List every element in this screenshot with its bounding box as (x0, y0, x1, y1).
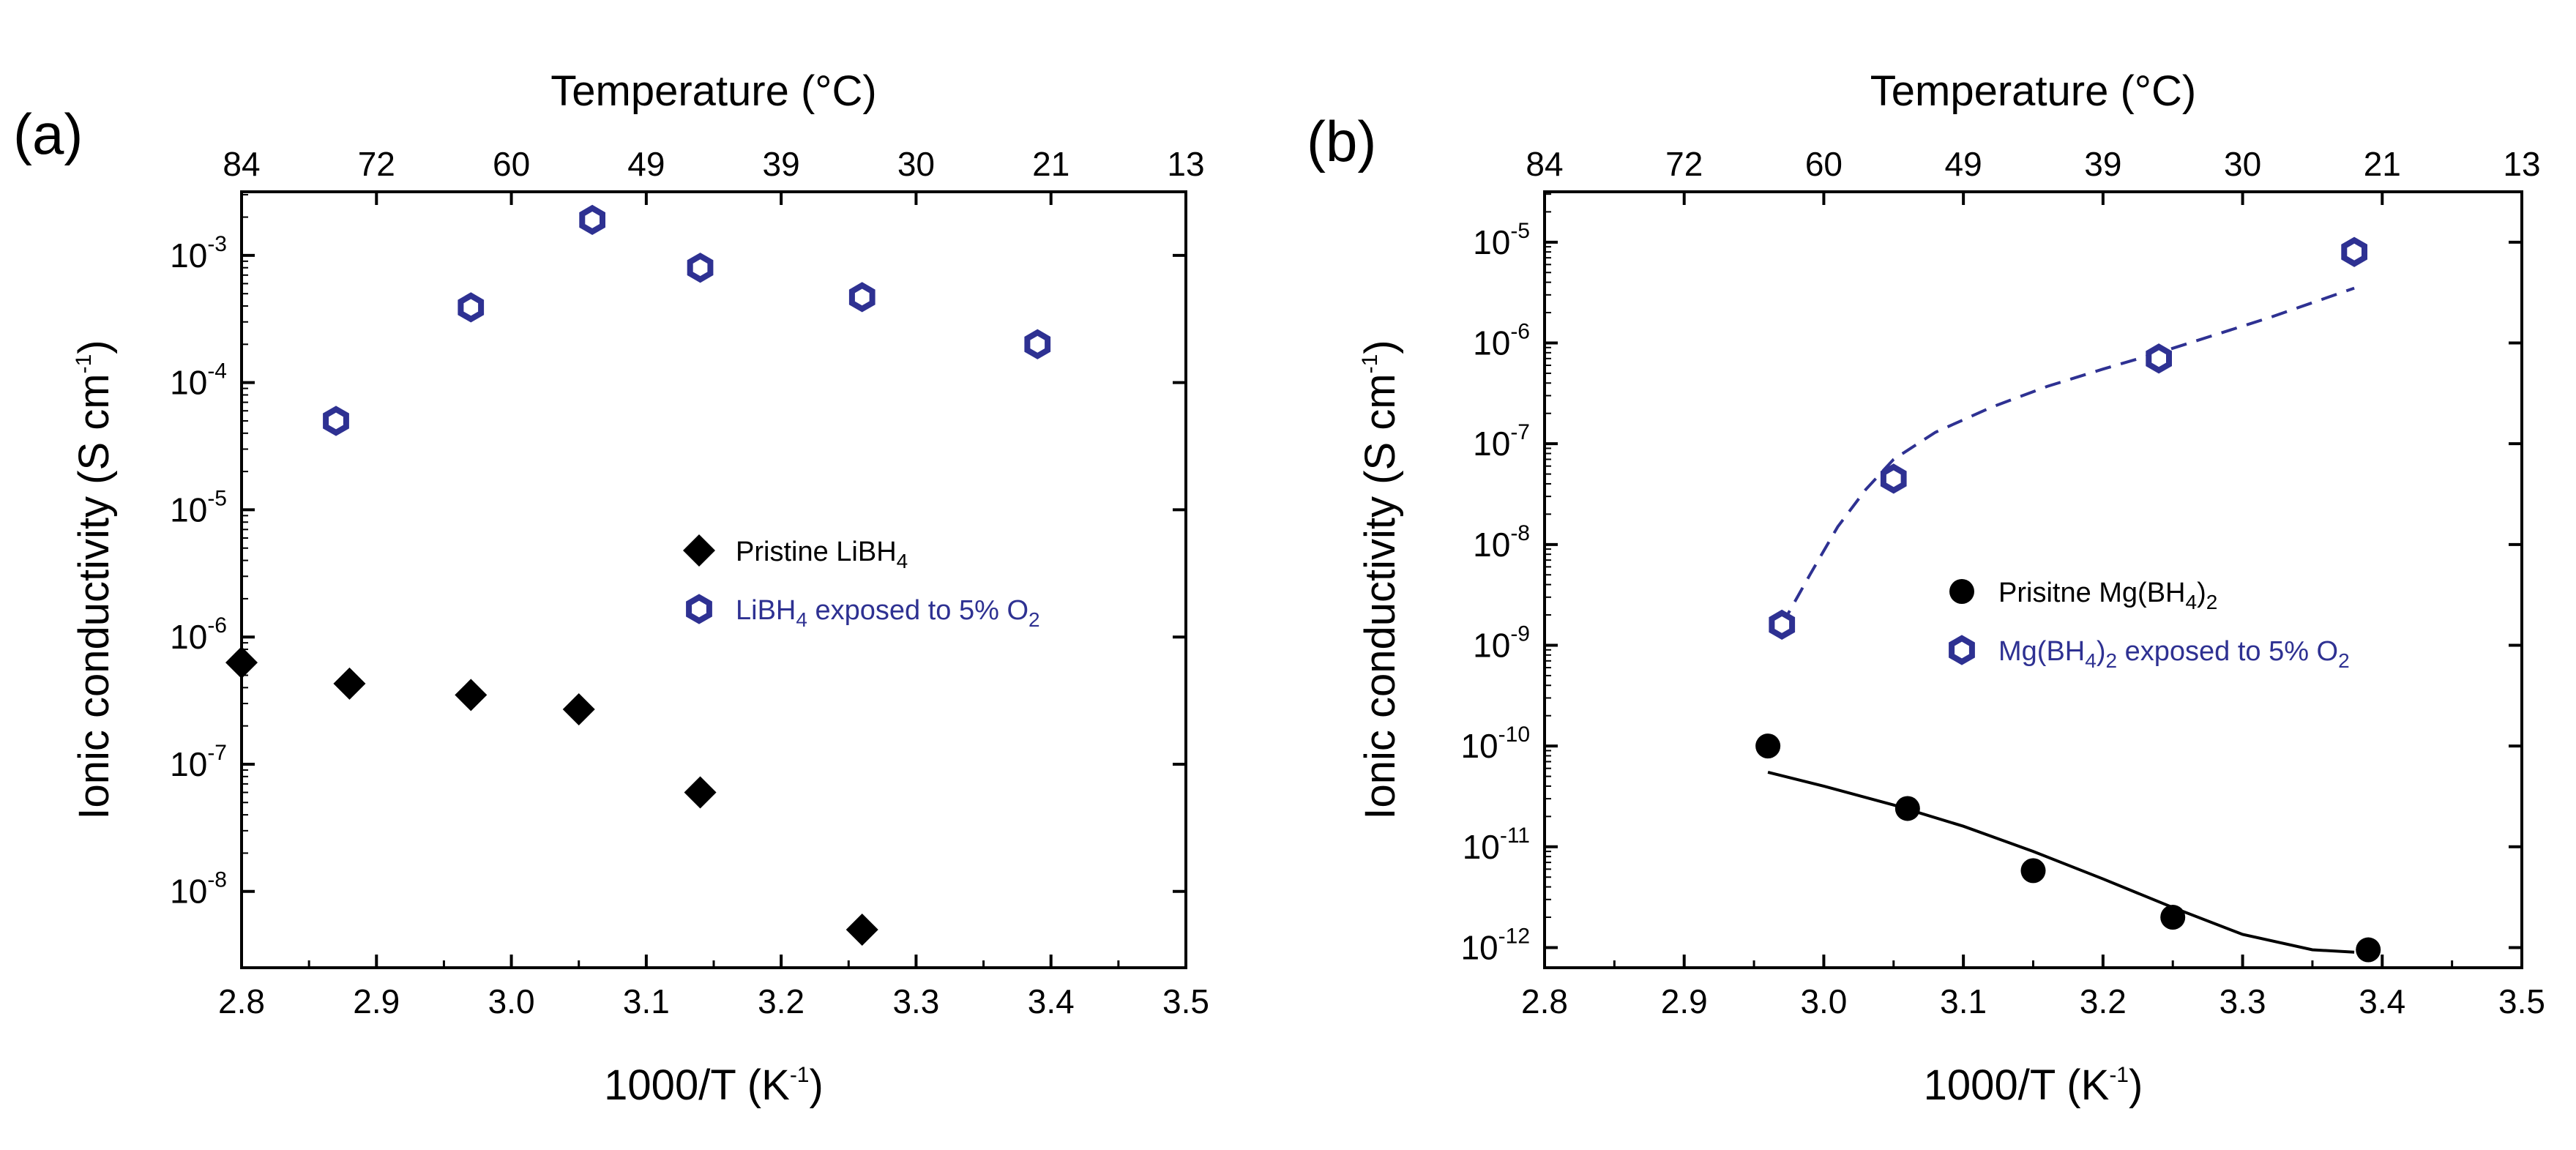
legend-label: LiBH4 exposed to 5% O2 (736, 595, 1040, 631)
series-2 (1769, 236, 2367, 641)
legend-label: Mg(BH4)2 exposed to 5% O2 (1998, 636, 2350, 672)
y-tick-label: 10-9 (1473, 621, 1530, 664)
y-tick-label: 10-11 (1463, 824, 1530, 866)
data-point (225, 646, 258, 679)
top-tick-label: 72 (358, 145, 395, 183)
y-tick-label: 10-12 (1460, 924, 1530, 966)
data-point (1949, 579, 1974, 604)
top-tick-label: 72 (1665, 145, 1703, 183)
y-tick-label: 10-7 (170, 741, 227, 783)
y-tick-label: 10-4 (170, 359, 227, 402)
y-tick-label: 10-6 (1473, 319, 1530, 362)
data-point (458, 292, 485, 323)
x-tick-label: 3.4 (2359, 982, 2405, 1020)
x-tick-label: 3.0 (1800, 982, 1847, 1020)
data-point (323, 406, 349, 436)
top-tick-label: 13 (1167, 145, 1204, 183)
top-axis-title: Temperature (°C) (1870, 67, 2196, 115)
y-tick-label: 10-5 (1473, 219, 1530, 261)
legend-entry: Pristine LiBH4 (683, 534, 908, 572)
top-tick-label: 84 (223, 145, 260, 183)
x-tick-label: 2.9 (1661, 982, 1708, 1020)
y-tick-label: 10-7 (1473, 420, 1530, 463)
legend-label: Prisitne Mg(BH4)2 (1998, 578, 2217, 613)
data-point (684, 776, 717, 809)
y-tick-label: 10-10 (1460, 723, 1530, 765)
series-1 (1755, 733, 2381, 963)
x-tick-label: 3.0 (488, 982, 535, 1020)
series-1 (225, 646, 878, 946)
data-point (848, 282, 876, 313)
legend-entry: Mg(BH4)2 exposed to 5% O2 (1949, 635, 2350, 672)
legend-entry: LiBH4 exposed to 5% O2 (686, 594, 1040, 631)
data-point (683, 534, 715, 567)
panel-b: (b) 2.8 2.9 3.0 3.1 3.2 3.3 3.4 3.5 84 72 60 49 39 30 2… (1307, 67, 2545, 1109)
x-tick-label: 2.9 (353, 982, 400, 1020)
data-point (687, 253, 714, 283)
data-point (455, 679, 488, 712)
y-tick-label: 10-3 (170, 232, 227, 275)
data-point (1755, 733, 1781, 759)
series-2 (323, 204, 1051, 436)
data-point (2146, 343, 2172, 374)
plot-frame (240, 190, 1187, 969)
panel-label: (b) (1307, 109, 1376, 173)
legend-entry: Prisitne Mg(BH4)2 (1949, 578, 2217, 613)
top-tick-label: 21 (2364, 145, 2401, 183)
legend-label: Pristine LiBH4 (736, 537, 908, 572)
data-point (845, 914, 878, 946)
x-tick-label: 3.3 (892, 982, 939, 1020)
top-tick-label: 60 (1805, 145, 1843, 183)
x-tick-label: 3.1 (1940, 982, 1987, 1020)
data-point (1894, 796, 1920, 821)
data-point (1024, 329, 1051, 359)
y-tick-label: 10-8 (1473, 521, 1530, 564)
data-point (686, 594, 712, 624)
x-tick-label: 3.1 (623, 982, 670, 1020)
top-tick-label: 84 (1526, 145, 1563, 183)
x-tick-label: 3.4 (1028, 982, 1075, 1020)
x-tick-label: 3.5 (2498, 982, 2545, 1020)
data-point (562, 693, 595, 726)
y-axis-title: Ionic conductivity (S cm-1) (1356, 340, 1404, 819)
x-tick-label: 2.8 (1521, 982, 1568, 1020)
data-point (2020, 858, 2046, 884)
top-tick-label: 49 (1945, 145, 1982, 183)
data-point (1880, 463, 1907, 494)
top-tick-label: 49 (627, 145, 665, 183)
panel-a: (a) 2.8 2.9 3.0 3.1 3.2 3.3 3.4 3.5 84 72 60 49 39 30 2… (13, 67, 1209, 1109)
data-point (2356, 937, 2381, 963)
data-point (333, 667, 366, 700)
x-tick-label: 3.5 (1162, 982, 1209, 1020)
top-tick-label: 39 (763, 145, 800, 183)
top-tick-label: 21 (1032, 145, 1069, 183)
x-tick-label: 3.2 (758, 982, 804, 1020)
top-tick-label: 39 (2084, 145, 2121, 183)
data-point (2160, 905, 2186, 930)
x-tick-label: 3.3 (2220, 982, 2266, 1020)
x-tick-label: 2.8 (218, 982, 265, 1020)
y-axis-title: Ionic conductivity (S cm-1) (70, 340, 118, 819)
top-tick-label: 30 (897, 145, 935, 183)
y-tick-label: 10-6 (170, 613, 227, 656)
top-tick-label: 30 (2224, 145, 2261, 183)
top-axis-title: Temperature (°C) (550, 67, 876, 115)
top-tick-label: 60 (493, 145, 530, 183)
x-axis-title: 1000/T (K-1) (604, 1061, 824, 1109)
y-tick-label: 10-5 (170, 486, 227, 529)
data-point (579, 204, 605, 236)
data-point (1769, 609, 1796, 641)
x-axis-title: 1000/T (K-1) (1924, 1061, 2143, 1109)
fit-line (1767, 770, 2355, 954)
top-tick-label: 13 (2503, 145, 2540, 183)
data-point (1949, 635, 1975, 665)
fit-line (1780, 286, 2355, 626)
y-tick-label: 10-8 (170, 868, 227, 911)
data-point (2341, 236, 2367, 267)
panel-label: (a) (13, 102, 83, 166)
x-tick-label: 3.2 (2080, 982, 2127, 1020)
